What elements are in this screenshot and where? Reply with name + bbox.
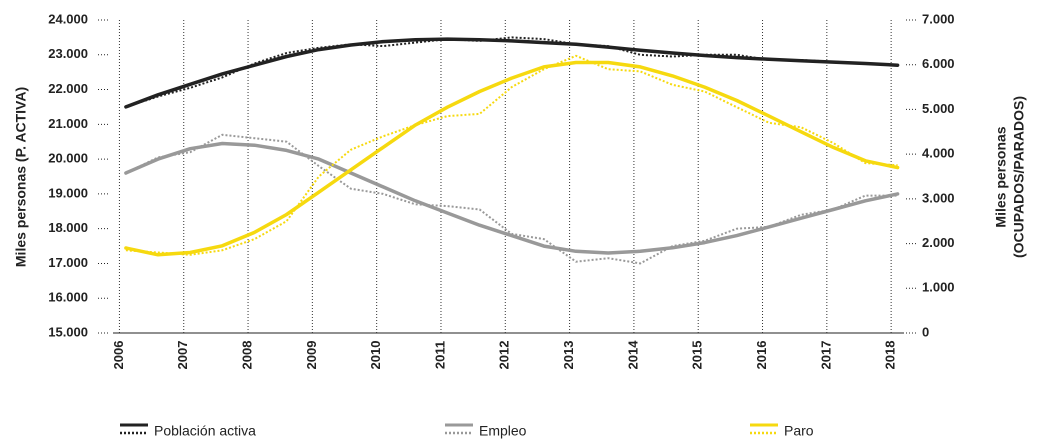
x-tick-label: 2015 [690, 341, 705, 370]
y-tick-label: 22.000 [48, 81, 88, 96]
y2-tick-label: 6.000 [922, 56, 955, 71]
x-tick-label: 2012 [497, 341, 512, 370]
y2-tick-label: 7.000 [922, 11, 955, 26]
x-tick-label: 2010 [368, 341, 383, 370]
legend-label: Población activa [154, 423, 256, 439]
trend-line [124, 37, 900, 109]
x-tick-label: 2011 [432, 341, 447, 369]
x-tick-label: 2013 [561, 341, 576, 370]
legend-label: Empleo [479, 423, 527, 439]
y2-tick-label: 3.000 [922, 190, 955, 205]
x-tick-label: 2014 [625, 340, 640, 370]
y-axis-title: Miles personas (P. ACTIVA) [13, 87, 29, 267]
x-tick-label: 2017 [818, 341, 833, 370]
y2-tick-label: 2.000 [922, 235, 955, 250]
x-tick-label: 2006 [111, 341, 126, 370]
y-tick-label: 20.000 [48, 151, 88, 166]
y-tick-label: 18.000 [48, 220, 88, 235]
y-tick-label: 16.000 [48, 290, 88, 305]
y-tick-label: 17.000 [48, 255, 88, 270]
observed-line [125, 36, 898, 108]
observed-line [125, 54, 898, 256]
legend-label: Paro [784, 423, 814, 439]
trend-line [124, 141, 900, 255]
x-tick-label: 2008 [239, 341, 254, 370]
y2-tick-label: 4.000 [922, 146, 955, 161]
y2-tick-label: 5.000 [922, 101, 955, 116]
y-tick-label: 24.000 [48, 11, 88, 26]
x-tick-label: 2009 [304, 341, 319, 370]
y-tick-label: 21.000 [48, 116, 88, 131]
y-tick-label: 19.000 [48, 185, 88, 200]
x-tick-label: 2007 [175, 341, 190, 370]
y2-tick-label: 0 [922, 324, 929, 339]
y-tick-label: 23.000 [48, 46, 88, 61]
x-tick-label: 2016 [754, 341, 769, 370]
trend-line [124, 60, 900, 257]
y-tick-label: 15.000 [48, 324, 88, 339]
x-tick-label: 2018 [883, 341, 898, 370]
y2-tick-label: 1.000 [922, 280, 955, 295]
y2-axis-title: (OCUPADOS/PARADOS) [1011, 96, 1027, 258]
y2-axis-title: Miles personas [993, 126, 1009, 227]
